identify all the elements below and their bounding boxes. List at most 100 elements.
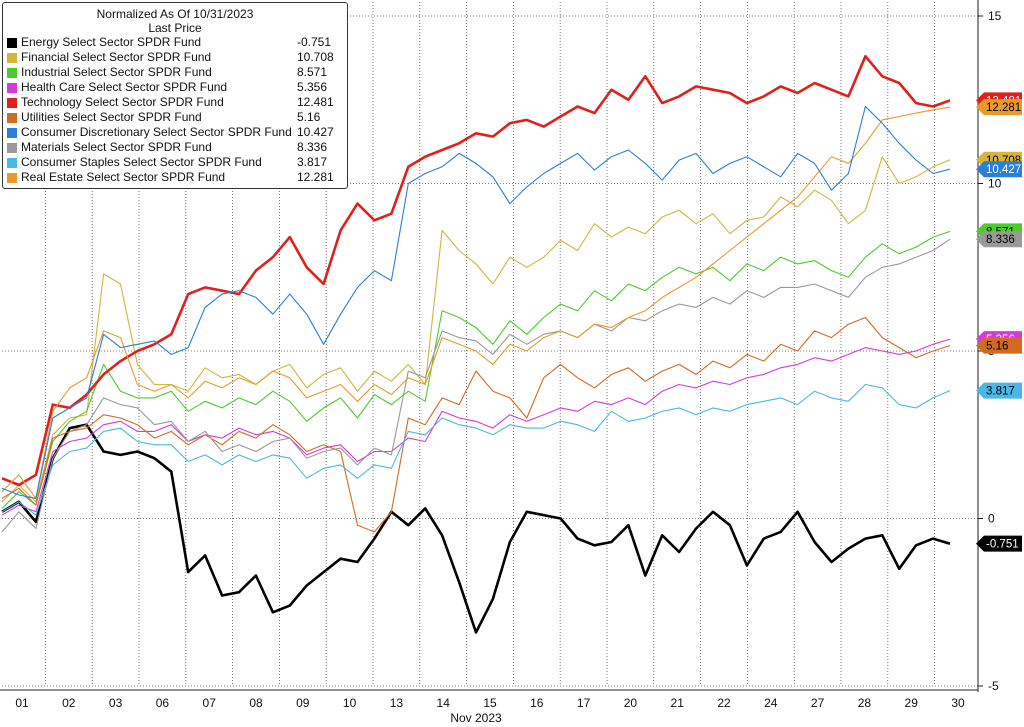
- y-tick-label: 10: [988, 177, 1002, 191]
- legend-swatch: [7, 142, 17, 153]
- series-line: [1, 105, 951, 499]
- legend-item: Technology Select Sector SPDR Fund 12.481: [7, 95, 343, 110]
- end-label-bg: [976, 382, 1022, 399]
- x-tick-label: 09: [296, 696, 310, 710]
- legend-swatch: [7, 37, 17, 48]
- end-label-text: -0.751: [986, 539, 1019, 551]
- legend-swatch: [7, 112, 17, 123]
- x-tick-label: 02: [62, 696, 76, 710]
- end-label-text: 12.281: [986, 102, 1021, 114]
- legend-swatch: [7, 97, 17, 108]
- end-label-bg: [976, 231, 1022, 248]
- end-label: 10.427: [976, 161, 1022, 178]
- end-label: 8.336: [976, 231, 1022, 248]
- x-tick-label: 14: [437, 696, 451, 710]
- end-label: 12.281: [976, 99, 1022, 116]
- legend-swatch: [7, 127, 17, 138]
- axis-layer: 01 02 03 06 07 08 09 10 13 14 15 16 17 20 21 22 24 27 28 29…: [0, 0, 1002, 725]
- end-label: 5.16: [976, 337, 1022, 354]
- y-tick-label: 15: [988, 9, 1002, 23]
- series-line: [1, 238, 951, 533]
- series-line: [1, 230, 951, 509]
- series-line: [1, 54, 951, 487]
- legend-item: Health Care Select Sector SPDR Fund 5.356: [7, 80, 343, 95]
- legend-item: Energy Select Sector SPDR Fund -0.751: [7, 35, 343, 50]
- series-line: [1, 338, 951, 516]
- x-tick-label: 06: [156, 696, 170, 710]
- end-label-bg: [976, 337, 1022, 354]
- series-line: [1, 156, 951, 503]
- legend-series-value: 12.481: [297, 95, 334, 109]
- legend-item: Materials Select Sector SPDR Fund 8.336: [7, 140, 343, 155]
- x-tick-label: 17: [577, 696, 591, 710]
- end-label-text: 8.336: [986, 234, 1015, 246]
- x-tick-label: 30: [951, 696, 965, 710]
- x-tick-label: 20: [624, 696, 638, 710]
- legend-series-value: 12.281: [297, 170, 334, 184]
- legend-series-value: 5.16: [297, 110, 321, 124]
- legend-item: Industrial Select Sector SPDR Fund 8.571: [7, 65, 343, 80]
- end-label-text: 5.16: [986, 341, 1008, 353]
- x-tick-label: 16: [530, 696, 544, 710]
- x-tick-label: 13: [390, 696, 404, 710]
- series-layer: [1, 54, 951, 634]
- legend-item: Consumer Staples Select Sector SPDR Fund…: [7, 155, 343, 170]
- legend-series-value: 8.571: [297, 65, 328, 79]
- legend-series-name: Utilities Select Sector SPDR Fund: [21, 110, 202, 124]
- x-tick-label: 22: [717, 696, 731, 710]
- x-tick-label: 28: [858, 696, 872, 710]
- legend-series-value: 10.427: [297, 125, 334, 139]
- x-tick-label: 15: [483, 696, 497, 710]
- x-tick-label: 07: [203, 696, 217, 710]
- legend-swatch: [7, 67, 17, 78]
- x-tick-label: 29: [905, 696, 919, 710]
- end-label-bg: [976, 535, 1022, 552]
- legend-series-name: Financial Select Sector SPDR Fund: [21, 50, 212, 64]
- series-line: [1, 423, 951, 634]
- end-label-text: 10.427: [986, 164, 1021, 176]
- legend-item: Consumer Discretionary Select Sector SPD…: [7, 125, 343, 140]
- x-tick-label: 10: [343, 696, 357, 710]
- end-label-bg: [976, 99, 1022, 116]
- y-tick-label: -5: [988, 679, 999, 693]
- legend-series-name: Real Estate Select Sector SPDR Fund: [21, 170, 226, 184]
- legend-series-value: 8.336: [297, 140, 328, 154]
- chart-title: Normalized As Of 10/31/2023: [96, 7, 254, 21]
- legend-series-name: Consumer Discretionary Select Sector SPD…: [21, 125, 292, 139]
- legend-series-name: Energy Select Sector SPDR Fund: [21, 35, 202, 49]
- x-tick-label: 21: [671, 696, 685, 710]
- legend-series-name: Materials Select Sector SPDR Fund: [21, 140, 212, 154]
- end-label-bg: [976, 161, 1022, 178]
- legend-swatch: [7, 82, 17, 93]
- legend-item: Financial Select Sector SPDR Fund 10.708: [7, 50, 343, 65]
- legend-series-name: Consumer Staples Select Sector SPDR Fund: [21, 155, 262, 169]
- end-label: -0.751: [976, 535, 1022, 552]
- x-tick-label: 03: [109, 696, 123, 710]
- series-line: [1, 106, 951, 499]
- legend-series-name: Industrial Select Sector SPDR Fund: [21, 65, 212, 79]
- y-tick-label: 0: [988, 512, 995, 526]
- legend-series-value: 5.356: [297, 80, 328, 94]
- x-tick-label: 08: [249, 696, 263, 710]
- legend-rows: Energy Select Sector SPDR Fund -0.751 Fina…: [7, 35, 343, 185]
- legend-series-name: Health Care Select Sector SPDR Fund: [21, 80, 228, 94]
- legend: Normalized As Of 10/31/2023 Last Price E…: [2, 2, 348, 189]
- legend-swatch: [7, 172, 17, 183]
- chart-subtitle: Last Price: [148, 21, 202, 35]
- x-tick-label: 01: [15, 696, 29, 710]
- legend-series-name: Technology Select Sector SPDR Fund: [21, 95, 224, 109]
- legend-item: Utilities Select Sector SPDR Fund 5.16: [7, 110, 343, 125]
- x-tick-label: 24: [764, 696, 778, 710]
- end-label-layer: 12.48112.28110.70810.4278.5718.3365.3565…: [976, 92, 1022, 552]
- legend-swatch: [7, 52, 17, 63]
- legend-series-value: 3.817: [297, 155, 328, 169]
- end-label-text: 3.817: [986, 386, 1015, 398]
- series-line: [1, 316, 951, 533]
- end-label: 3.817: [976, 382, 1022, 399]
- x-tick-label: 27: [811, 696, 825, 710]
- series-line: [1, 383, 951, 516]
- legend-item: Real Estate Select Sector SPDR Fund 12.28…: [7, 170, 343, 185]
- legend-swatch: [7, 157, 17, 168]
